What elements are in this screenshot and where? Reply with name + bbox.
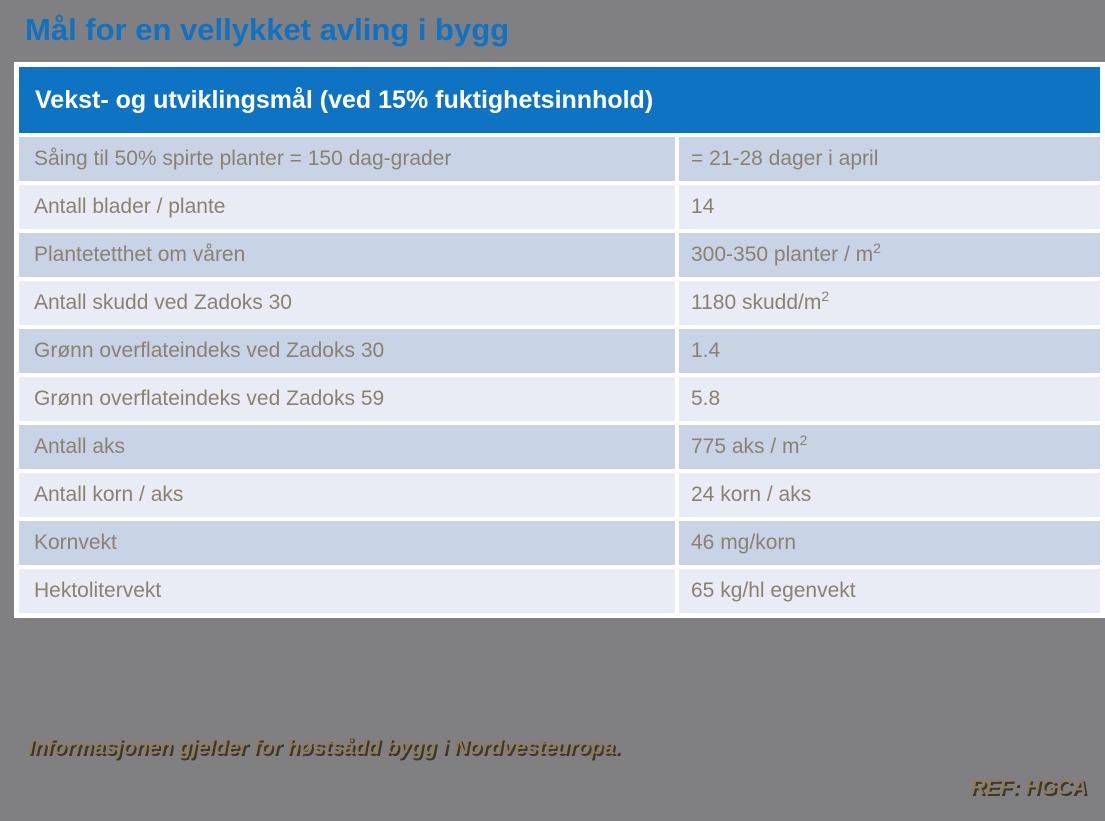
growth-targets-table: Vekst- og utviklingsmål (ved 15% fuktigh… xyxy=(14,62,1105,618)
row-value: = 21-28 dager i april xyxy=(679,137,1100,181)
table-body: Såing til 50% spirte planter = 150 dag-g… xyxy=(19,137,1100,613)
reference-label: REF: HGCA xyxy=(970,776,1087,799)
row-label: Antall skudd ved Zadoks 30 xyxy=(19,281,675,325)
row-value: 5.8 xyxy=(679,377,1100,421)
row-label: Kornvekt xyxy=(19,521,675,565)
row-label: Antall aks xyxy=(19,425,675,469)
row-value: 1.4 xyxy=(679,329,1100,373)
table-row: Kornvekt 46 mg/korn xyxy=(19,521,1100,565)
row-label: Antall korn / aks xyxy=(19,473,675,517)
row-value: 775 aks / m2 xyxy=(679,425,1100,469)
row-value: 14 xyxy=(679,185,1100,229)
row-value: 1180 skudd/m2 xyxy=(679,281,1100,325)
footer-note: Informasjonen gjelder for høstsådd bygg … xyxy=(28,736,621,759)
row-label: Plantetetthet om våren xyxy=(19,233,675,277)
row-label: Antall blader / plante xyxy=(19,185,675,229)
row-label: Grønn overflateindeks ved Zadoks 59 xyxy=(19,377,675,421)
table-row: Antall korn / aks 24 korn / aks xyxy=(19,473,1100,517)
row-value: 46 mg/korn xyxy=(679,521,1100,565)
row-value: 24 korn / aks xyxy=(679,473,1100,517)
table-row: Antall blader / plante 14 xyxy=(19,185,1100,229)
row-label: Grønn overflateindeks ved Zadoks 30 xyxy=(19,329,675,373)
table-row: Hektolitervekt 65 kg/hl egenvekt xyxy=(19,569,1100,613)
table-row: Plantetetthet om våren 300-350 planter /… xyxy=(19,233,1100,277)
table-row: Grønn overflateindeks ved Zadoks 30 1.4 xyxy=(19,329,1100,373)
table-row: Antall aks 775 aks / m2 xyxy=(19,425,1100,469)
table-header: Vekst- og utviklingsmål (ved 15% fuktigh… xyxy=(19,67,1100,133)
table-row: Grønn overflateindeks ved Zadoks 59 5.8 xyxy=(19,377,1100,421)
table-row: Antall skudd ved Zadoks 30 1180 skudd/m2 xyxy=(19,281,1100,325)
page-title: Mål for en vellykket avling i bygg xyxy=(25,12,510,47)
row-label: Såing til 50% spirte planter = 150 dag-g… xyxy=(19,137,675,181)
table-row: Såing til 50% spirte planter = 150 dag-g… xyxy=(19,137,1100,181)
row-value: 300-350 planter / m2 xyxy=(679,233,1100,277)
row-value: 65 kg/hl egenvekt xyxy=(679,569,1100,613)
row-label: Hektolitervekt xyxy=(19,569,675,613)
